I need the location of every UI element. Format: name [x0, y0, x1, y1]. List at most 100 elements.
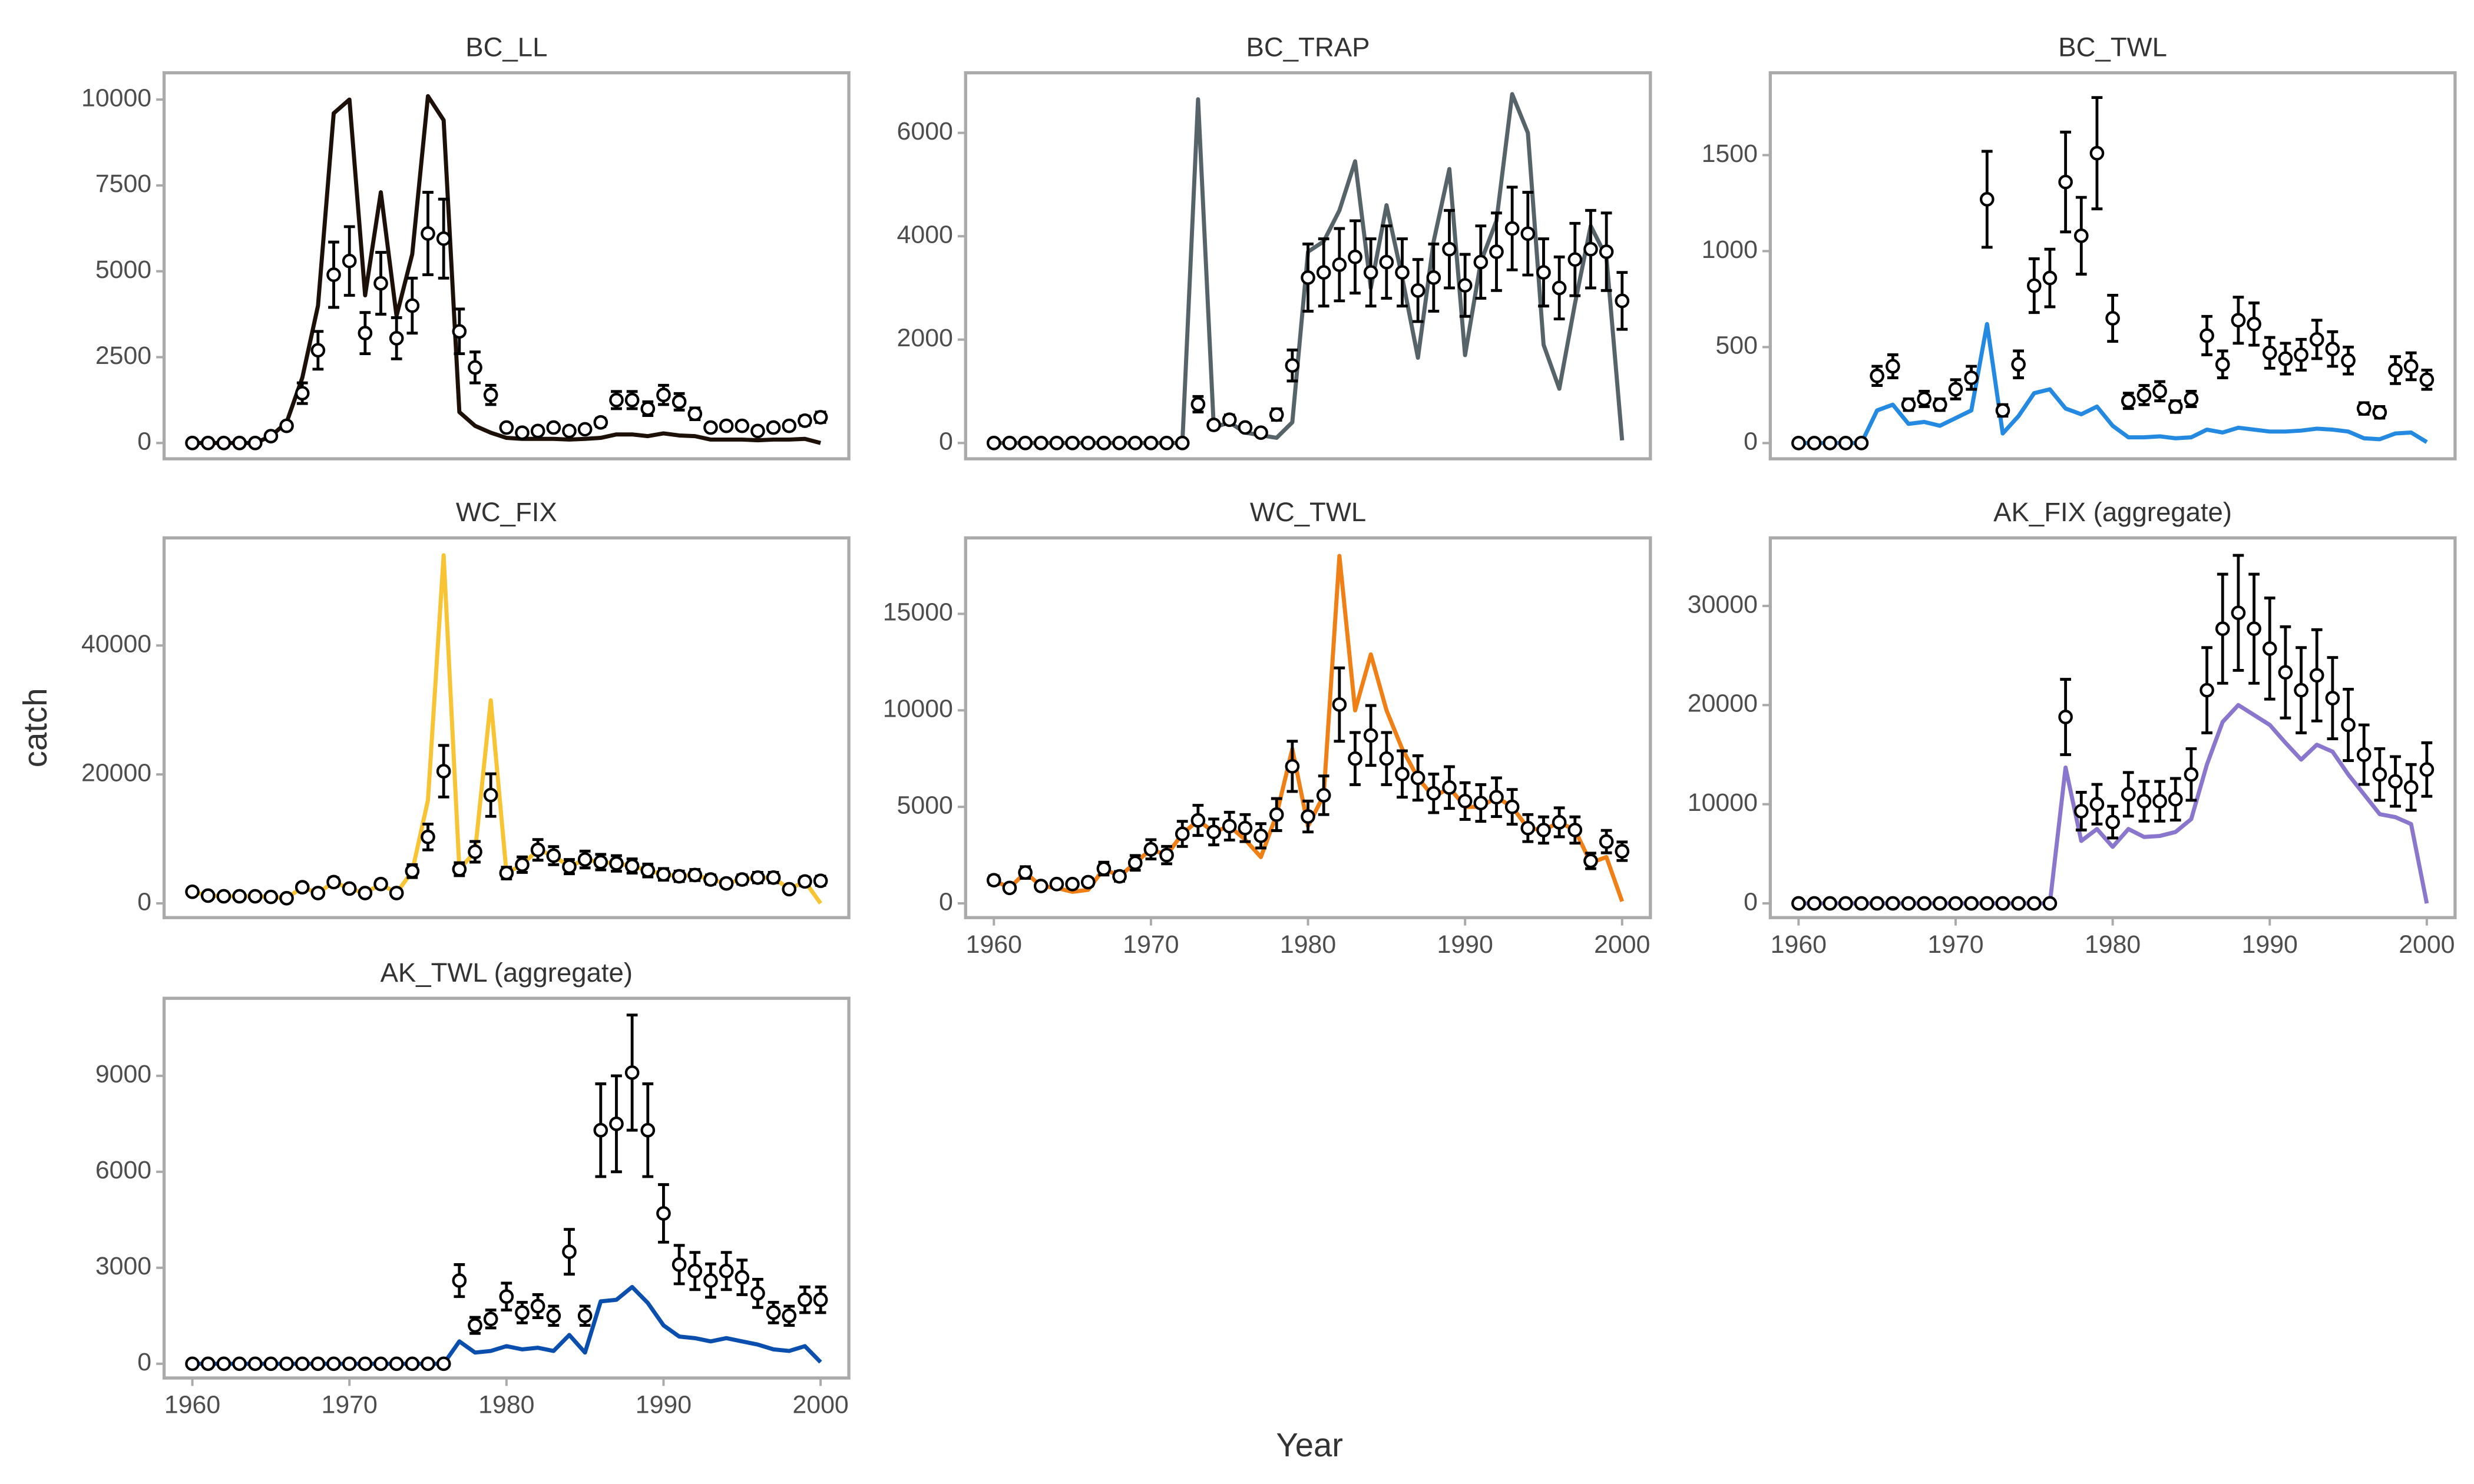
- observed-point: [1599, 834, 1614, 849]
- observed-point: [672, 869, 687, 884]
- y-tick-label: 10000: [883, 695, 953, 723]
- observed-point: [2325, 691, 2340, 705]
- observed-point: [1316, 788, 1331, 803]
- observed-point: [609, 856, 624, 871]
- observed-point: [1995, 896, 2010, 911]
- observed-point: [421, 226, 435, 241]
- observed-point: [1552, 280, 1567, 296]
- panel-frame: [162, 536, 851, 919]
- observed-point: [310, 886, 326, 900]
- observed-point: [1901, 896, 1916, 911]
- observed-point: [373, 1356, 388, 1372]
- observed-point: [782, 418, 797, 433]
- observed-point: [1112, 869, 1127, 884]
- observed-point: [719, 1263, 734, 1278]
- x-tick-label: 2000: [2399, 930, 2455, 959]
- y-tick-label: 40000: [81, 630, 151, 658]
- panel-title: BC_TRAP: [1246, 32, 1370, 62]
- observed-point: [1002, 880, 1017, 896]
- observed-point: [2073, 804, 2089, 819]
- observed-point: [1143, 435, 1159, 450]
- observed-point: [1285, 358, 1300, 373]
- observed-point: [468, 844, 482, 859]
- y-tick-label: 1000: [1702, 236, 1758, 264]
- observed-point: [2105, 814, 2120, 830]
- observed-point: [342, 881, 357, 896]
- observed-point: [530, 1298, 545, 1314]
- panel-title: AK_FIX (aggregate): [1993, 497, 2232, 527]
- y-tick-label: 10000: [81, 84, 151, 112]
- observed-point: [1442, 780, 1457, 795]
- observed-point: [1489, 244, 1504, 259]
- observed-point: [1285, 758, 1300, 774]
- observed-point: [798, 413, 812, 428]
- observed-point: [2058, 174, 2073, 190]
- x-tick-label: 2000: [1594, 930, 1650, 959]
- observed-point: [562, 1244, 577, 1260]
- observed-point: [232, 1356, 247, 1372]
- observed-point: [1127, 435, 1143, 450]
- observed-point: [2215, 621, 2230, 637]
- observed-point: [452, 1273, 467, 1288]
- y-tick-label: 10000: [1688, 789, 1758, 817]
- observed-point: [2168, 791, 2183, 807]
- observed-point: [2184, 767, 2199, 782]
- observed-point: [1917, 392, 1931, 406]
- observed-point: [279, 418, 294, 433]
- observed-point: [1473, 254, 1489, 270]
- observed-point: [2325, 342, 2340, 357]
- observed-point: [295, 880, 310, 895]
- observed-point: [1583, 853, 1598, 869]
- observed-point: [1838, 436, 1853, 450]
- observed-point: [2231, 605, 2246, 621]
- observed-point: [2184, 392, 2199, 406]
- observed-point: [1567, 823, 1583, 837]
- observed-point: [1238, 820, 1253, 836]
- observed-point: [593, 854, 608, 870]
- observed-point: [247, 435, 263, 450]
- observed-point: [1791, 436, 1806, 450]
- observed-point: [1870, 896, 1884, 911]
- observed-point: [986, 435, 1001, 450]
- observed-point: [750, 423, 765, 439]
- observed-point: [2215, 357, 2230, 372]
- observed-point: [1065, 876, 1080, 892]
- observed-point: [1615, 844, 1630, 859]
- observed-point: [1222, 412, 1237, 428]
- observed-point: [2136, 794, 2152, 809]
- observed-point: [185, 1356, 200, 1372]
- observed-point: [1238, 420, 1253, 435]
- observed-point: [1457, 793, 1473, 809]
- observed-point: [1049, 435, 1064, 450]
- observed-point: [1379, 254, 1394, 270]
- observed-point: [813, 410, 828, 425]
- observed-point: [1175, 826, 1190, 842]
- y-tick-label: 4000: [897, 220, 953, 249]
- observed-point: [766, 1305, 781, 1320]
- observed-point: [2262, 641, 2277, 656]
- observed-point: [2026, 278, 2042, 293]
- observed-point: [1979, 896, 1995, 911]
- panel-frame: [1768, 536, 2457, 919]
- observed-point: [1615, 293, 1630, 309]
- observed-point: [468, 1318, 482, 1333]
- x-tick-label: 1960: [966, 930, 1022, 959]
- observed-point: [499, 1289, 514, 1304]
- panel-frame: [1768, 71, 2457, 461]
- observed-point: [1206, 824, 1221, 840]
- observed-point: [326, 267, 341, 282]
- x-tick-label: 1970: [1123, 930, 1179, 959]
- observed-point: [1520, 226, 1536, 241]
- observed-point: [1080, 874, 1096, 890]
- observed-point: [2419, 372, 2435, 387]
- observed-point: [640, 1122, 656, 1138]
- observed-point: [2294, 347, 2308, 362]
- observed-point: [263, 889, 279, 905]
- observed-point: [2403, 780, 2419, 795]
- observed-point: [1870, 368, 1884, 383]
- observed-point: [2372, 405, 2387, 420]
- observed-point: [421, 829, 435, 844]
- y-tick-label: 20000: [81, 758, 151, 787]
- x-tick-label: 1980: [1280, 930, 1336, 959]
- observed-point: [735, 872, 750, 887]
